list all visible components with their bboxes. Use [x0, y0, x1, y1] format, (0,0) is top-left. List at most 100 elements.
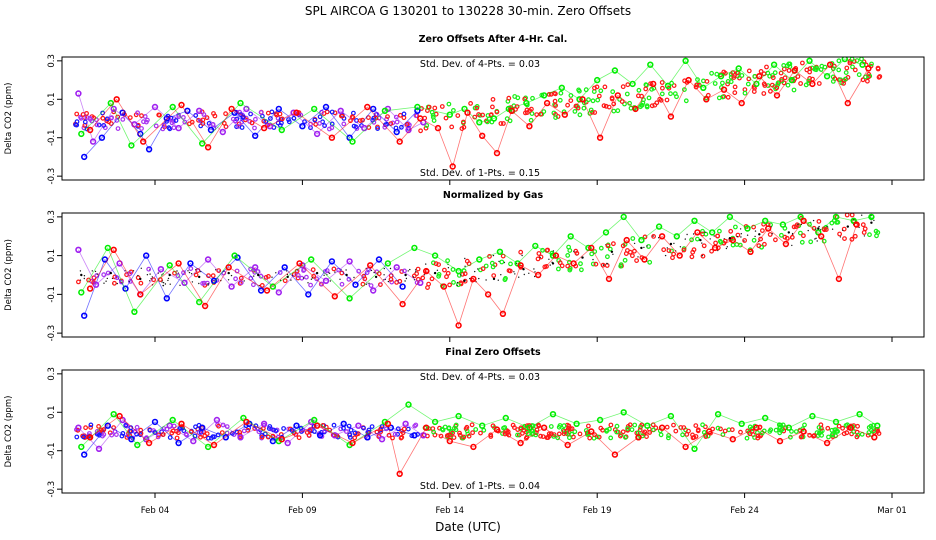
cloud-point: [661, 247, 667, 253]
cloud-dot: [370, 269, 373, 272]
cloud-point: [638, 425, 643, 430]
cloud-point: [819, 425, 824, 431]
cloud-point: [738, 429, 743, 435]
cloud-point: [840, 425, 845, 431]
data-point: [313, 422, 321, 429]
series-red: [86, 61, 872, 170]
cloud-dot: [103, 282, 105, 284]
cloud-point: [756, 243, 762, 249]
cloud-point: [94, 122, 100, 128]
data-point: [868, 213, 875, 221]
data-point: [293, 109, 300, 116]
cloud-point: [671, 422, 676, 428]
cloud-point: [850, 64, 855, 70]
data-point: [638, 236, 645, 244]
cloud-dot: [858, 226, 860, 229]
cloud-point: [296, 435, 302, 441]
data-point: [508, 107, 515, 115]
cloud-point: [317, 120, 323, 126]
cloud-point: [592, 432, 597, 438]
cloud-dot: [513, 271, 515, 273]
data-point: [694, 229, 701, 236]
cloud-point: [623, 435, 628, 440]
data-point: [479, 132, 486, 140]
cloud-point: [696, 82, 702, 88]
cloud-dot: [83, 275, 86, 277]
cloud-point: [566, 244, 571, 250]
data-point: [493, 426, 501, 433]
data-point: [243, 418, 250, 426]
plot-frame: [61, 369, 925, 494]
cloud-dot: [164, 283, 167, 285]
cloud-point: [775, 80, 781, 86]
data-point: [364, 103, 371, 111]
data-point: [166, 262, 173, 269]
x-axis-label: Date (UTC): [435, 520, 501, 534]
cloud-dot: [612, 253, 614, 255]
cloud-point: [783, 425, 789, 431]
cloud-dot: [140, 267, 142, 269]
cloud-point: [829, 427, 835, 433]
cloud-point: [681, 425, 687, 431]
data-point: [240, 414, 247, 422]
data-point: [378, 436, 386, 443]
cloud-point: [642, 429, 648, 435]
cloud-point: [261, 118, 267, 124]
cloud-point: [774, 85, 780, 91]
data-point: [602, 229, 610, 236]
data-point: [644, 422, 651, 429]
cloud-point: [869, 61, 874, 67]
cloud-point: [252, 125, 257, 131]
cloud-dot: [500, 274, 502, 276]
cloud-point: [672, 91, 678, 97]
data-point: [761, 217, 769, 225]
cloud-dot: [415, 271, 417, 273]
cloud-point: [546, 431, 552, 437]
cloud-point: [733, 224, 738, 230]
cloud-point: [472, 114, 478, 120]
cloud-point: [577, 112, 583, 118]
cloud-dot: [207, 284, 209, 286]
cloud-dot: [409, 268, 411, 271]
cloud-point: [87, 115, 93, 121]
cloud-point: [389, 279, 395, 285]
data-point: [137, 291, 144, 298]
data-point: [384, 260, 392, 267]
data-point: [198, 275, 201, 279]
cloud-point: [438, 433, 444, 439]
cloud-point: [490, 264, 496, 270]
cloud-point: [855, 423, 860, 429]
cloud-dot: [310, 278, 313, 280]
cloud-dot: [464, 265, 466, 267]
data-point: [257, 287, 265, 294]
cloud-point: [238, 280, 244, 286]
cloud-dot: [861, 214, 863, 216]
cloud-point: [798, 230, 803, 236]
x-tick-label: Feb 14: [436, 506, 465, 516]
data-point: [157, 266, 165, 273]
cloud-point: [718, 426, 723, 432]
cloud-point: [593, 261, 599, 267]
cloud-point: [556, 431, 562, 437]
cloud-point: [803, 82, 809, 88]
cloud-point: [307, 428, 313, 434]
cloud-point: [515, 432, 520, 438]
cloud-dot: [405, 277, 408, 280]
cloud-point: [567, 267, 573, 273]
cloud-point: [112, 274, 118, 280]
cloud-point: [286, 119, 292, 125]
data-point: [549, 411, 557, 418]
cloud-point: [586, 423, 591, 429]
cloud-point: [643, 86, 649, 92]
cloud-point: [544, 435, 550, 441]
cloud-point: [618, 433, 623, 439]
plot-area: [72, 57, 883, 170]
cloud-dot: [478, 277, 480, 280]
cloud-point: [317, 114, 323, 120]
data-point: [871, 434, 878, 441]
data-point: [346, 258, 353, 265]
cloud-point: [144, 117, 150, 123]
cloud-dot: [373, 271, 375, 274]
data-point: [641, 256, 648, 263]
cloud-point: [338, 426, 344, 432]
